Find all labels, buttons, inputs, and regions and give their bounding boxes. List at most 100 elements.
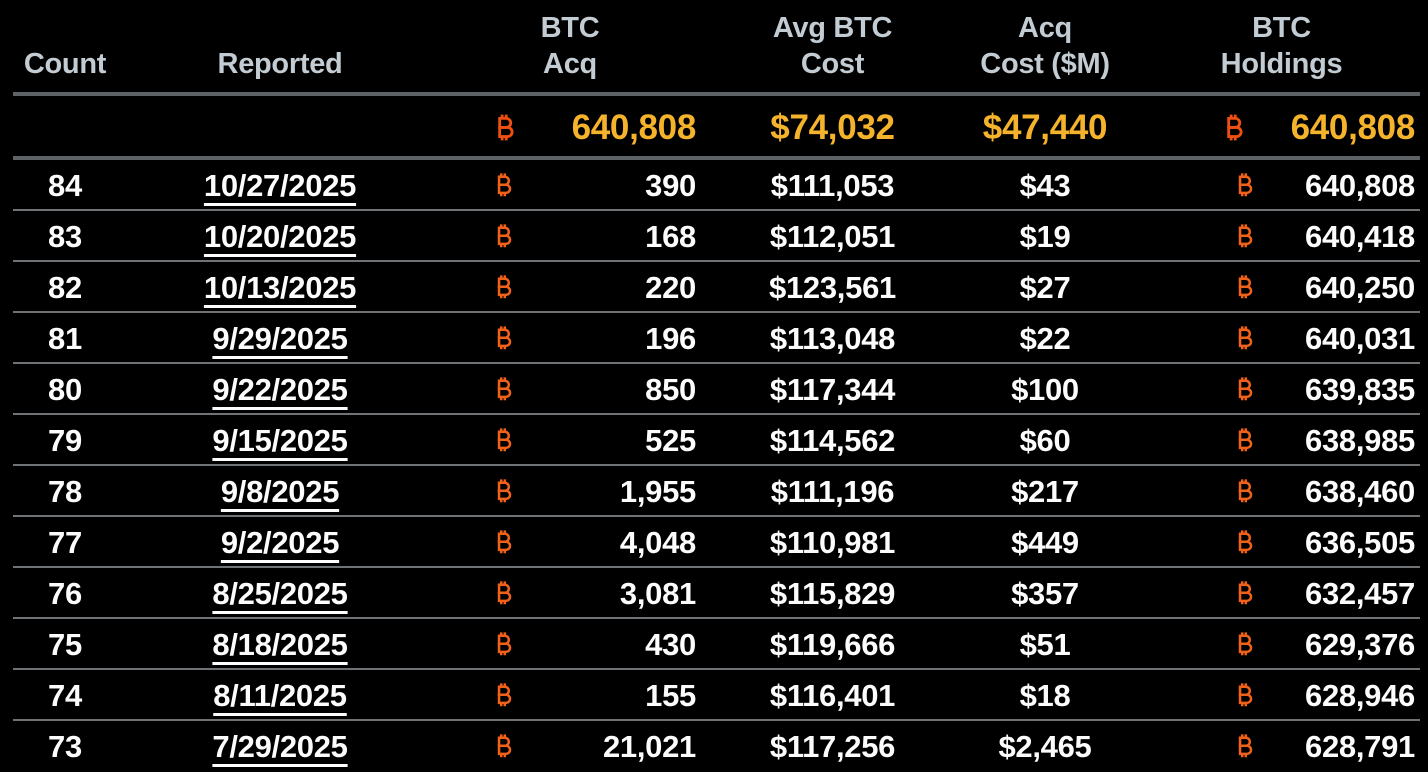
reported-link[interactable]: 9/2/2025 — [220, 524, 340, 560]
btc-acq-cell: 155 — [430, 670, 710, 721]
btc-acq-value: 525 — [645, 422, 696, 458]
header-line1: BTC — [1252, 12, 1311, 44]
summary-btc-holdings-cell: 640,808 — [1135, 96, 1428, 160]
btc-icon — [497, 734, 512, 758]
btc-acq-cell: 525 — [430, 415, 710, 466]
reported-link[interactable]: 8/11/2025 — [213, 677, 347, 713]
btc-acq-cell: 4,048 — [430, 517, 710, 568]
reported-link[interactable]: 9/8/2025 — [220, 473, 340, 509]
header-btc-acq: BTC Acq — [430, 0, 710, 96]
header-reported: Reported — [130, 0, 430, 96]
btc-icon — [1238, 173, 1253, 197]
btc-acq-value: 430 — [645, 626, 696, 662]
btc-icon — [497, 326, 512, 350]
count-cell: 77 — [48, 524, 82, 560]
btc-holdings-cell: 628,946 — [1135, 670, 1428, 721]
reported-link[interactable]: 8/25/2025 — [212, 575, 348, 611]
avg-btc-cost-cell: $123,561 — [769, 269, 896, 305]
btc-icon — [1227, 114, 1243, 140]
reported-link[interactable]: 9/15/2025 — [212, 422, 348, 458]
btc-holdings-cell: 628,791 — [1135, 721, 1428, 772]
acq-cost-cell: $43 — [1019, 167, 1071, 203]
btc-holdings-cell: 640,808 — [1135, 160, 1428, 211]
reported-cell: 8/25/2025 — [130, 568, 430, 619]
reported-link[interactable]: 10/27/2025 — [203, 167, 357, 203]
btc-icon — [1238, 428, 1253, 452]
btc-holdings-cell: 640,418 — [1135, 211, 1428, 262]
btc-acq-value: 850 — [645, 371, 696, 407]
acq-cost-cell: $100 — [1011, 371, 1079, 407]
btc-holdings-value: 638,460 — [1305, 473, 1415, 509]
header-line1: BTC — [540, 12, 600, 44]
table-row: 83 10/20/2025 168 $112,051 $19 640,418 — [0, 211, 1428, 262]
table-row: 73 7/29/2025 21,021 $117,256 $2,465 628,… — [0, 721, 1428, 772]
acq-cost-cell: $449 — [1011, 524, 1079, 560]
btc-acq-value: 21,021 — [602, 728, 696, 764]
acq-cost-cell: $217 — [1011, 473, 1079, 509]
acq-cost-cell: $2,465 — [998, 728, 1092, 764]
header-line2: Cost ($M) — [980, 48, 1110, 80]
reported-link[interactable]: 7/29/2025 — [212, 728, 348, 764]
btc-holdings-cell: 639,835 — [1135, 364, 1428, 415]
acq-cost-cell: $357 — [1011, 575, 1079, 611]
btc-holdings-value: 628,791 — [1305, 728, 1415, 764]
btc-holdings-value: 638,985 — [1305, 422, 1415, 458]
reported-link[interactable]: 9/29/2025 — [212, 320, 348, 356]
btc-holdings-value: 639,835 — [1305, 371, 1415, 407]
count-cell: 81 — [48, 320, 82, 356]
btc-icon — [497, 632, 512, 656]
btc-icon — [498, 114, 514, 140]
reported-link[interactable]: 8/18/2025 — [212, 626, 348, 662]
btc-icon — [497, 479, 512, 503]
reported-link[interactable]: 10/13/2025 — [203, 269, 357, 305]
table-row: 78 9/8/2025 1,955 $111,196 $217 638,460 — [0, 466, 1428, 517]
btc-acq-cell: 220 — [430, 262, 710, 313]
header-line2: Reported — [217, 48, 343, 80]
btc-icon — [497, 428, 512, 452]
summary-avg-btc-cost-value: $74,032 — [770, 108, 895, 147]
btc-holdings-cell: 638,460 — [1135, 466, 1428, 517]
avg-btc-cost-cell: $116,401 — [769, 677, 896, 713]
btc-icon — [1238, 326, 1253, 350]
header-line2: Acq — [543, 48, 597, 80]
btc-holdings-value: 628,946 — [1305, 677, 1415, 713]
count-cell: 82 — [48, 269, 82, 305]
btc-acq-cell: 3,081 — [430, 568, 710, 619]
reported-cell: 9/29/2025 — [130, 313, 430, 364]
header-line2: Holdings — [1220, 48, 1343, 80]
table-body: 84 10/27/2025 390 $111,053 $43 640,808 8… — [0, 160, 1428, 772]
btc-holdings-cell: 629,376 — [1135, 619, 1428, 670]
reported-cell: 8/11/2025 — [130, 670, 430, 721]
acq-cost-cell: $19 — [1019, 218, 1071, 254]
btc-icon — [1238, 530, 1253, 554]
table-row: 79 9/15/2025 525 $114,562 $60 638,985 — [0, 415, 1428, 466]
btc-acq-value: 1,955 — [619, 473, 696, 509]
summary-btc-holdings-value: 640,808 — [1290, 108, 1416, 147]
btc-holdings-cell: 632,457 — [1135, 568, 1428, 619]
header-avg-btc-cost: Avg BTC Cost — [710, 0, 955, 96]
acq-cost-cell: $60 — [1019, 422, 1071, 458]
acq-cost-cell: $18 — [1019, 677, 1071, 713]
header-line1: Avg BTC — [772, 12, 893, 44]
avg-btc-cost-cell: $117,344 — [769, 371, 896, 407]
btc-holdings-value: 640,808 — [1305, 167, 1415, 203]
count-cell: 84 — [48, 167, 82, 203]
reported-link[interactable]: 9/22/2025 — [212, 371, 348, 407]
table-header: Count Reported BTC Acq Avg BTC Cost Acq … — [0, 0, 1428, 96]
btc-acq-cell: 196 — [430, 313, 710, 364]
reported-link[interactable]: 10/20/2025 — [203, 218, 357, 254]
reported-cell: 7/29/2025 — [130, 721, 430, 772]
header-line1: Acq — [1018, 12, 1072, 44]
btc-acq-cell: 168 — [430, 211, 710, 262]
summary-btc-acq-value: 640,808 — [571, 108, 697, 147]
btc-holdings-cell: 638,985 — [1135, 415, 1428, 466]
btc-icon — [497, 683, 512, 707]
avg-btc-cost-cell: $110,981 — [769, 524, 896, 560]
btc-holdings-cell: 640,031 — [1135, 313, 1428, 364]
table-row: 81 9/29/2025 196 $113,048 $22 640,031 — [0, 313, 1428, 364]
btc-icon — [1238, 581, 1253, 605]
summary-row: 640,808 $74,032 $47,440 640,808 — [0, 96, 1428, 160]
btc-holdings-value: 640,418 — [1305, 218, 1415, 254]
btc-icon — [497, 530, 512, 554]
btc-acq-value: 4,048 — [619, 524, 696, 560]
